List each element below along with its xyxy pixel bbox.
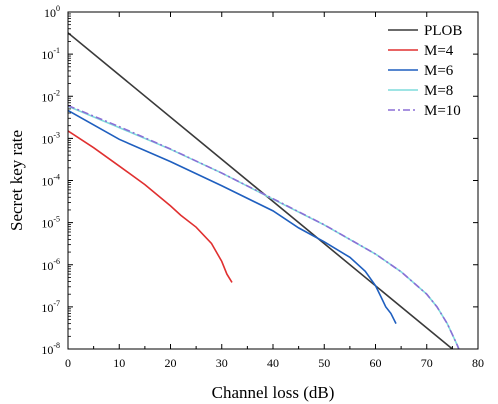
y-tick-label: 10-1	[41, 46, 60, 62]
plot-frame	[67, 11, 479, 350]
y-tick-label: 10-8	[41, 341, 60, 357]
y-tick-label: 10-4	[41, 173, 60, 189]
series-line-plob	[68, 32, 453, 349]
series-line-m-10	[68, 104, 460, 349]
y-tick-label: 10-2	[41, 88, 60, 104]
x-tick-label: 70	[421, 356, 433, 370]
series-line-m-4	[68, 130, 233, 283]
axes: 0 10 20 30 40 50 60 70 80 100 10-1 10-2 10-3 10-4 10-5…	[41, 4, 484, 370]
x-tick-label: 20	[165, 356, 177, 370]
x-tick-label: 80	[472, 356, 484, 370]
legend-label: PLOB	[424, 23, 462, 39]
x-axis-title: Channel loss (dB)	[212, 383, 335, 402]
legend-label: M=8	[424, 83, 453, 99]
series-line-m-8	[68, 105, 460, 349]
x-tick-label: 60	[370, 356, 382, 370]
legend-label: M=6	[424, 63, 454, 79]
y-tick-label: 10-3	[41, 130, 60, 146]
x-tick-label: 50	[318, 356, 330, 370]
legend-label: M=4	[424, 43, 454, 59]
y-tick-label: 10-5	[41, 215, 60, 231]
y-tick-label: 100	[44, 4, 60, 20]
y-tick-label: 10-6	[41, 257, 60, 273]
x-tick-label: 40	[267, 356, 279, 370]
series-line-m-6	[68, 109, 397, 324]
legend: PLOB M=4 M=6 M=8 M=10	[388, 23, 462, 119]
y-tick-label: 10-7	[41, 299, 60, 315]
x-tick-label: 10	[113, 356, 125, 370]
x-tick-label: 30	[216, 356, 228, 370]
plot-area	[68, 32, 460, 349]
y-axis-title: Secret key rate	[7, 130, 26, 231]
legend-label: M=10	[424, 103, 461, 119]
x-tick-label: 0	[65, 356, 71, 370]
